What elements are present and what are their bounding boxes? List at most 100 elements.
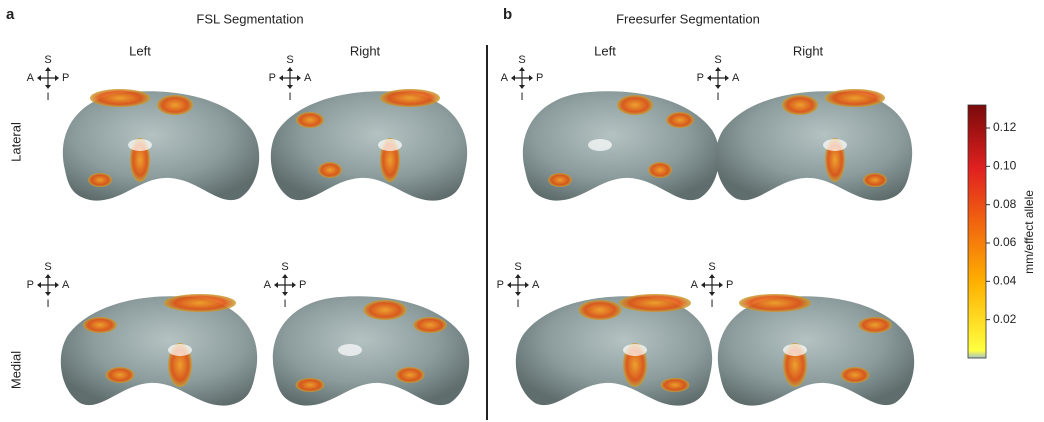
- brain: [522, 91, 720, 201]
- column-label: Left: [594, 43, 616, 58]
- compass-label: S: [518, 54, 525, 66]
- highlight: [378, 139, 402, 151]
- colorbar-tick-label: 0.02: [993, 312, 1017, 326]
- panel-letter: a: [6, 6, 15, 23]
- compass-label: A: [62, 279, 70, 291]
- highlight: [783, 344, 807, 356]
- effect-region: [295, 378, 325, 392]
- compass-arrowhead: [45, 274, 51, 278]
- compass-arrowhead: [282, 274, 288, 278]
- compass-label: I: [716, 91, 719, 103]
- highlight: [128, 139, 152, 151]
- highlight: [168, 344, 192, 356]
- compass-arrowhead: [45, 67, 51, 71]
- compass-label: A: [264, 279, 272, 291]
- panel-title: FSL Segmentation: [196, 11, 303, 26]
- effect-region: [825, 89, 885, 107]
- compass-label: P: [697, 72, 704, 84]
- compass: S IP A: [269, 54, 312, 103]
- compass-arrowhead: [709, 292, 715, 296]
- compass-label: I: [283, 298, 286, 310]
- compass-arrowhead: [515, 292, 521, 296]
- compass-label: S: [714, 54, 721, 66]
- compass-label: I: [288, 91, 291, 103]
- compass-arrowhead: [287, 85, 293, 89]
- compass-label: A: [501, 72, 509, 84]
- effect-region: [617, 95, 653, 115]
- effect-region: [88, 173, 112, 187]
- column-label: Right: [350, 43, 381, 58]
- highlight: [588, 139, 612, 151]
- compass-arrowhead: [529, 75, 533, 81]
- compass-label: A: [532, 279, 540, 291]
- brain-surface: [62, 91, 260, 201]
- compass-arrowhead: [515, 274, 521, 278]
- effect-region: [578, 300, 622, 320]
- compass-label: A: [691, 279, 699, 291]
- compass-arrowhead: [297, 75, 301, 81]
- panel-title: Freesurfer Segmentation: [616, 11, 760, 26]
- compass-arrowhead: [279, 75, 283, 81]
- colorbar-tick-label: 0.12: [993, 120, 1017, 134]
- compass-label: I: [520, 91, 523, 103]
- brain: [717, 294, 915, 406]
- compass-arrowhead: [701, 282, 705, 288]
- compass-arrowhead: [45, 292, 51, 296]
- colorbar-label: mm/effect allele: [1022, 190, 1036, 274]
- effect-region: [739, 294, 811, 312]
- compass-arrowhead: [274, 282, 278, 288]
- compass-arrowhead: [282, 292, 288, 296]
- compass-arrowhead: [292, 282, 296, 288]
- compass-arrowhead: [287, 67, 293, 71]
- brain: [62, 89, 260, 201]
- effect-region: [782, 95, 818, 115]
- compass-arrowhead: [511, 75, 515, 81]
- compass-label: S: [514, 261, 521, 273]
- compass-label: I: [46, 298, 49, 310]
- compass-arrowhead: [725, 75, 729, 81]
- compass-label: I: [516, 298, 519, 310]
- colorbar-tick-label: 0.10: [993, 159, 1017, 173]
- compass-arrowhead: [37, 282, 41, 288]
- effect-region: [157, 95, 193, 115]
- compass-label: P: [62, 72, 69, 84]
- compass-label: P: [269, 72, 276, 84]
- effect-region: [548, 173, 572, 187]
- compass: S IA P: [501, 54, 544, 103]
- brain: [272, 296, 470, 406]
- compass-arrowhead: [55, 282, 59, 288]
- compass-label: P: [726, 279, 733, 291]
- highlight: [338, 344, 362, 356]
- brain-surface: [60, 296, 258, 406]
- compass-arrowhead: [719, 282, 723, 288]
- brain: [515, 294, 713, 406]
- effect-region: [863, 173, 887, 187]
- row-label: Medial: [8, 351, 23, 389]
- brain-surface: [270, 91, 468, 201]
- effect-region: [90, 89, 150, 107]
- compass-label: I: [710, 298, 713, 310]
- colorbar-tick-label: 0.04: [993, 274, 1017, 288]
- panel-letter: b: [503, 6, 512, 23]
- compass-arrowhead: [519, 85, 525, 89]
- effect-region: [380, 89, 440, 107]
- colorbar: [967, 104, 987, 359]
- compass-label: A: [27, 72, 35, 84]
- brain: [270, 89, 468, 201]
- effect-region: [413, 317, 447, 333]
- compass-arrowhead: [707, 75, 711, 81]
- compass-label: S: [44, 54, 51, 66]
- effect-region: [619, 294, 691, 312]
- compass-label: S: [708, 261, 715, 273]
- compass-label: S: [281, 261, 288, 273]
- compass-arrowhead: [715, 85, 721, 89]
- compass: S IP A: [27, 261, 70, 310]
- compass-label: P: [536, 72, 543, 84]
- compass-label: P: [27, 279, 34, 291]
- compass: S IA P: [264, 261, 307, 310]
- effect-region: [363, 300, 407, 320]
- compass-arrowhead: [507, 282, 511, 288]
- compass: S IP A: [697, 54, 740, 103]
- highlight: [823, 139, 847, 151]
